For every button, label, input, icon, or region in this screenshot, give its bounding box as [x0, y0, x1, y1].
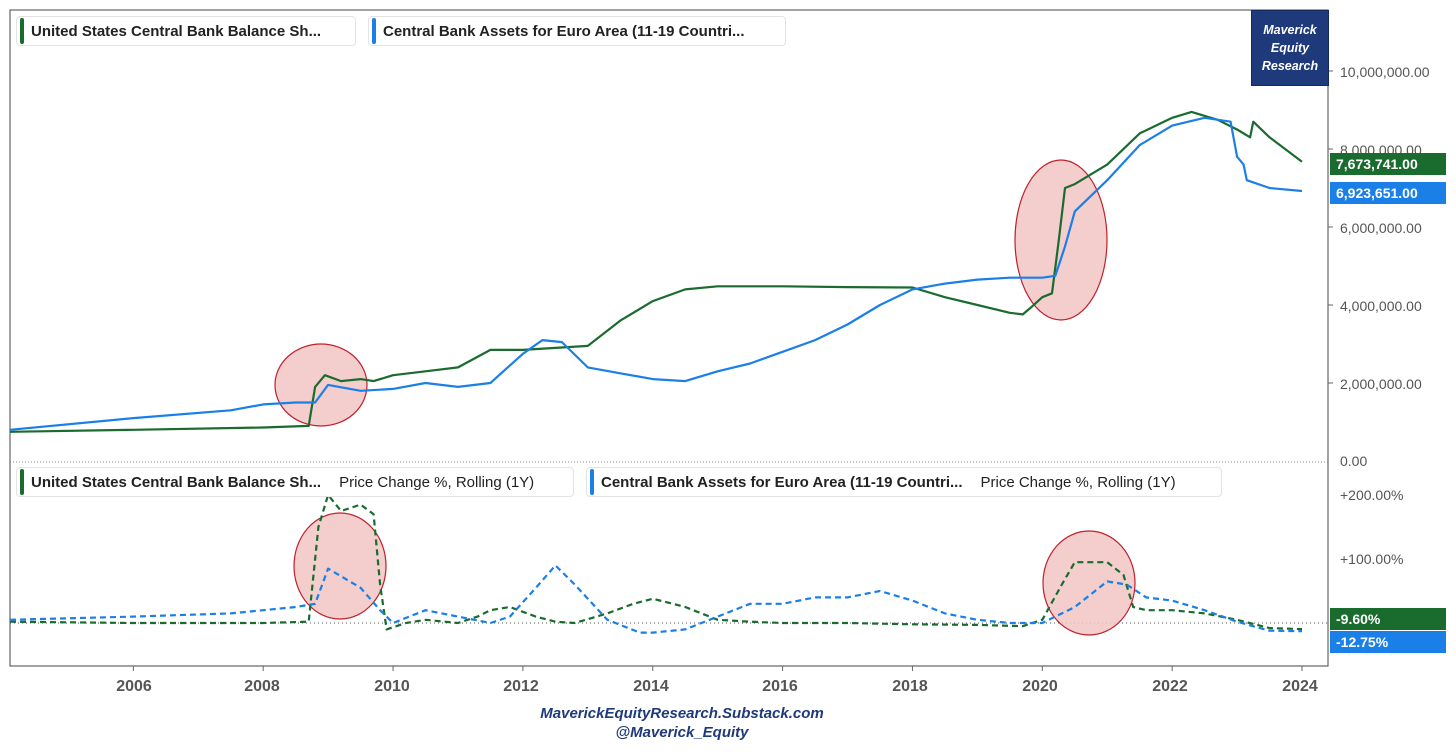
y-tick-top-0: 0.00 — [1340, 453, 1368, 469]
x-tick-2020: 2020 — [1022, 678, 1058, 695]
legend-label-ea-bottom: Central Bank Assets for Euro Area (11-19… — [601, 473, 963, 491]
x-tick-2010: 2010 — [374, 678, 410, 695]
y-tick-bottom-100: +100.00% — [1340, 551, 1404, 567]
series-line-bottom-ea — [9, 564, 1303, 634]
legend-euro-area-assets[interactable]: Central Bank Assets for Euro Area (11-19… — [368, 16, 786, 46]
x-tick-2022: 2022 — [1152, 678, 1188, 695]
brand-line-2: Equity — [1270, 41, 1310, 55]
highlight-2020-bottom — [1042, 530, 1136, 636]
x-tick-2014: 2014 — [633, 678, 669, 695]
highlight-2008-bottom — [293, 512, 387, 620]
last-value-badge-ea: 6,923,651.00 — [1330, 182, 1446, 204]
last-value-badge-us: 7,673,741.00 — [1330, 153, 1446, 175]
last-change-badge-us: -9.60% — [1330, 608, 1446, 630]
x-tick-2016: 2016 — [762, 678, 798, 695]
highlight-2008-top — [274, 343, 368, 427]
legend-label-us: United States Central Bank Balance Sh... — [31, 22, 322, 40]
legend-us-balance-sheet[interactable]: United States Central Bank Balance Sh... — [16, 16, 356, 46]
footer-website: MaverickEquityResearch.Substack.com — [540, 705, 824, 722]
brand-line-1: Maverick — [1263, 23, 1317, 37]
legend-label-us-bottom: United States Central Bank Balance Sh... — [31, 473, 322, 491]
legend-label-ea: Central Bank Assets for Euro Area (11-19… — [383, 22, 745, 40]
x-tick-2018: 2018 — [892, 678, 928, 695]
highlight-2020-top — [1014, 159, 1108, 321]
legend-metric-us: Price Change %, Rolling (1Y) — [339, 473, 535, 491]
y-tick-bottom-200: +200.00% — [1340, 487, 1404, 503]
y-tick-top-6m: 6,000,000.00 — [1340, 220, 1422, 236]
footer-handle: @Maverick_Equity — [615, 724, 749, 741]
series-line-top-us — [9, 110, 1303, 433]
legend-ea-price-change[interactable]: Central Bank Assets for Euro Area (11-19… — [586, 467, 1222, 497]
series-line-top-ea — [9, 116, 1303, 431]
x-tick-2024: 2024 — [1282, 678, 1318, 695]
x-tick-2008: 2008 — [244, 678, 280, 695]
last-change-badge-ea: -12.75% — [1330, 631, 1446, 653]
y-tick-top-2m: 2,000,000.00 — [1340, 376, 1422, 392]
brand-line-3: Research — [1261, 59, 1319, 73]
legend-us-price-change[interactable]: United States Central Bank Balance Sh...… — [16, 467, 574, 497]
y-tick-top-10m: 10,000,000.00 — [1340, 64, 1430, 80]
legend-swatch-us-bottom — [20, 469, 24, 495]
maverick-logo: Maverick Equity Research — [1251, 10, 1329, 86]
x-tick-2006: 2006 — [116, 678, 152, 695]
legend-swatch-ea-bottom — [590, 469, 594, 495]
x-tick-2012: 2012 — [503, 678, 539, 695]
legend-swatch-us — [20, 18, 24, 44]
plot-frame — [9, 9, 1329, 667]
series-line-bottom-us — [9, 493, 1303, 631]
legend-metric-ea: Price Change %, Rolling (1Y) — [980, 473, 1176, 491]
y-tick-top-4m: 4,000,000.00 — [1340, 298, 1422, 314]
legend-swatch-ea — [372, 18, 376, 44]
